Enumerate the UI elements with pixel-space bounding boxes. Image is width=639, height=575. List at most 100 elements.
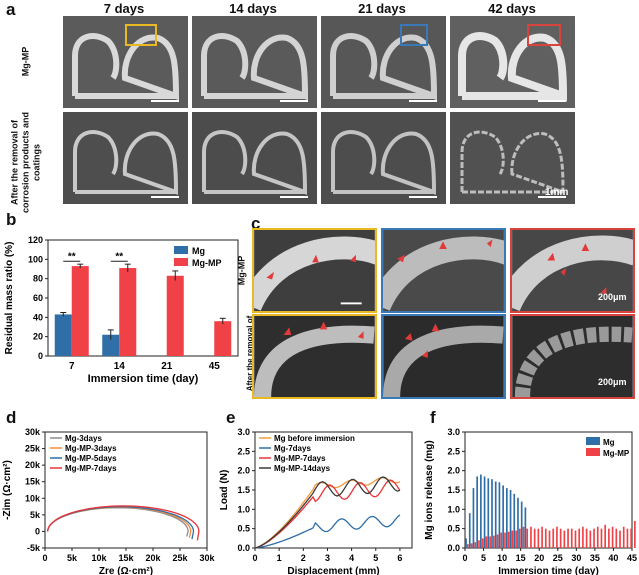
chart-e-xtick-label-5: 5 bbox=[373, 553, 378, 563]
chart-f-bar-mgmp-11 bbox=[507, 531, 510, 548]
chart-f-bar-mgmp-31 bbox=[582, 526, 584, 548]
chart-f-bar-mgmp-6 bbox=[489, 536, 491, 548]
sem-image-21days bbox=[321, 16, 446, 108]
panel-a-col-title-1: 7 days bbox=[103, 1, 145, 16]
chart-e-legend-1: Mg-7days bbox=[274, 444, 311, 453]
chart-f-xtick-label-5: 25 bbox=[553, 553, 563, 563]
chart-f-legend-0: Mg bbox=[603, 438, 615, 447]
chart-f-bar-mgmp-39 bbox=[611, 526, 614, 548]
chart-b-sig-1: ** bbox=[115, 251, 123, 262]
chart-f-xtick-label-2: 10 bbox=[497, 553, 507, 563]
chart-b-bar-0-0 bbox=[54, 314, 72, 356]
sem-zoom-removed-42days bbox=[510, 314, 635, 399]
sem-image-14days bbox=[192, 16, 317, 108]
chart-f-bar-mg-3 bbox=[476, 476, 478, 548]
chart-b-bar-1-0 bbox=[71, 266, 89, 356]
chart-f-bar-mgmp-32 bbox=[585, 528, 588, 548]
chart-e-ytick-label-3: 1.5 bbox=[237, 485, 250, 495]
panel-a-row2-label: After the removal of corrosion products … bbox=[9, 112, 42, 214]
chart-e-xtick-label-3: 3 bbox=[325, 553, 330, 563]
chart-f-xtick-label-7: 35 bbox=[590, 553, 600, 563]
chart-b-bar-0-1 bbox=[102, 334, 120, 356]
chart-b-legend-swatch-0 bbox=[174, 246, 188, 254]
chart-f-bar-mgmp-37 bbox=[604, 524, 607, 548]
chart-d-xtick-label-3: 15k bbox=[118, 553, 134, 563]
panel-a-row1-label: Mg-MP bbox=[20, 46, 31, 77]
chart-f: 0 5 10 15 20 25 30 35 40 45 0.0 0.5 1.0 1.5 2.0 2.5 3.0 M… bbox=[424, 427, 637, 575]
chart-f-bar-mgmp-45 bbox=[634, 520, 636, 548]
chart-f-bar-mg-8 bbox=[494, 481, 497, 548]
chart-d-legend-3: Mg-MP-7days bbox=[65, 464, 117, 473]
chart-f-bar-mg-0 bbox=[465, 538, 467, 548]
chart-f-ytick-label-1: 0.5 bbox=[447, 524, 460, 534]
chart-b-xtick-label-3: 45 bbox=[209, 361, 221, 372]
chart-f-bar-mgmp-44 bbox=[630, 528, 632, 548]
chart-f-bar-mgmp-1 bbox=[470, 543, 473, 548]
chart-f-legend-swatch-0 bbox=[586, 437, 600, 445]
sem-zoom-21days bbox=[381, 228, 506, 313]
chart-f-bar-mgmp-17 bbox=[530, 526, 532, 548]
chart-d-ytick-label-7: 30k bbox=[25, 427, 41, 437]
chart-f-bar-mgmp-15 bbox=[522, 526, 525, 548]
chart-f-bar-mgmp-26 bbox=[563, 530, 566, 548]
chart-e-ytick-label-2: 1.0 bbox=[237, 504, 250, 514]
chart-f-ylabel: Mg ions release (mg) bbox=[424, 440, 435, 539]
chart-f-bar-mgmp-3 bbox=[478, 540, 480, 548]
chart-d-xtick-label-0: 0 bbox=[42, 553, 47, 563]
chart-e-series-2 bbox=[254, 479, 401, 549]
chart-b-sig-0: ** bbox=[68, 251, 76, 262]
chart-d-ytick-label-4: 15k bbox=[25, 477, 41, 487]
chart-f-bar-mgmp-23 bbox=[552, 528, 555, 548]
panel-c-scale-2: 200μm bbox=[598, 377, 627, 387]
chart-f-bar-mgmp-33 bbox=[589, 530, 592, 548]
chart-b-xtick-label-2: 21 bbox=[161, 361, 173, 372]
chart-f-xtick-label-1: 5 bbox=[481, 553, 486, 563]
chart-f-xtick-label-9: 45 bbox=[627, 553, 637, 563]
chart-f-bar-mgmp-25 bbox=[559, 528, 562, 548]
chart-f-bar-mgmp-9 bbox=[500, 532, 503, 548]
chart-f-bar-mg-14 bbox=[517, 497, 519, 548]
chart-e-series-3 bbox=[254, 476, 401, 549]
chart-d-legend-1: Mg-MP-3days bbox=[65, 444, 117, 453]
chart-e-xtick-label-0: 0 bbox=[252, 553, 257, 563]
chart-d-xtick-label-6: 30k bbox=[199, 553, 215, 563]
chart-e-ytick-label-4: 2.0 bbox=[237, 466, 250, 476]
panel-f-label: f bbox=[430, 408, 436, 427]
chart-f-xtick-label-6: 30 bbox=[571, 553, 581, 563]
chart-b-ytick-label-2: 40 bbox=[33, 312, 43, 322]
chart-f-bar-mg-15 bbox=[520, 501, 523, 548]
chart-f-bar-mgmp-18 bbox=[533, 528, 536, 548]
chart-b-bar-1-3 bbox=[214, 321, 232, 356]
chart-f-ytick-label-0: 0.0 bbox=[447, 543, 460, 553]
panel-a-scale-label: 1mm bbox=[545, 187, 569, 198]
chart-f-bar-mgmp-21 bbox=[544, 528, 547, 548]
sem-image-removed-14days bbox=[192, 112, 317, 204]
chart-f-legend-1: Mg-MP bbox=[603, 449, 630, 458]
chart-f-bar-mgmp-38 bbox=[608, 528, 610, 548]
chart-b-legend-0: Mg bbox=[192, 246, 205, 256]
chart-d-series-3 bbox=[47, 505, 200, 541]
chart-f-bar-mgmp-4 bbox=[481, 538, 484, 548]
chart-f-ytick-label-2: 1.0 bbox=[447, 504, 460, 514]
sem-zoom-7days bbox=[252, 228, 377, 313]
chart-d-xtick-label-2: 10k bbox=[91, 553, 107, 563]
chart-f-bar-mgmp-29 bbox=[574, 530, 577, 548]
chart-b-xtick-label-1: 14 bbox=[114, 361, 126, 372]
chart-f-bar-mg-7 bbox=[491, 479, 493, 548]
chart-f-bar-mgmp-12 bbox=[511, 530, 514, 548]
chart-b-ylabel: Residual mass ratio (%) bbox=[4, 242, 15, 355]
panel-c-row1-label: Mg-MP bbox=[236, 255, 247, 286]
chart-e-xtick-label-1: 1 bbox=[277, 553, 282, 563]
chart-b-xlabel: Immersion time (day) bbox=[88, 373, 199, 385]
sem-image-removed-7days bbox=[63, 112, 188, 204]
chart-f-bar-mgmp-28 bbox=[570, 528, 573, 548]
chart-f-bar-mg-9 bbox=[498, 482, 501, 548]
chart-e-ytick-label-6: 3.0 bbox=[237, 427, 250, 437]
chart-d-legend-0: Mg-3days bbox=[65, 434, 102, 443]
chart-d-xtick-label-5: 25k bbox=[172, 553, 188, 563]
chart-d-ytick-label-3: 10k bbox=[25, 493, 41, 503]
panel-c-label: c bbox=[251, 214, 261, 233]
chart-e-xlabel: Displacement (mm) bbox=[287, 566, 379, 575]
sem-zoom-removed-7days bbox=[252, 314, 377, 399]
chart-e-xtick-label-2: 2 bbox=[301, 553, 306, 563]
